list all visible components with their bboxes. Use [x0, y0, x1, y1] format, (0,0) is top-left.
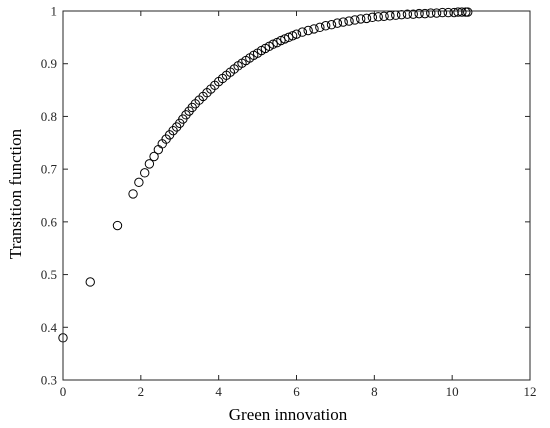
x-tick-label: 4 — [215, 384, 222, 399]
data-point — [443, 7, 453, 18]
data-point — [453, 7, 463, 17]
data-point — [291, 29, 302, 39]
data-point — [408, 9, 418, 19]
data-point — [463, 7, 473, 17]
data-point — [449, 7, 459, 18]
data-point — [315, 22, 325, 33]
data-point — [356, 14, 366, 24]
y-tick-label: 0.8 — [41, 109, 57, 124]
y-tick-label: 0.9 — [41, 56, 57, 71]
data-point — [457, 7, 467, 17]
data-point — [85, 277, 95, 287]
data-points — [58, 7, 473, 343]
data-point — [350, 15, 360, 25]
data-point — [140, 168, 150, 178]
data-point — [361, 13, 372, 24]
data-point — [437, 7, 448, 18]
data-point — [134, 177, 144, 188]
data-point — [414, 8, 424, 19]
data-point — [396, 9, 407, 20]
data-point — [149, 151, 159, 162]
y-tick-label: 0.7 — [41, 162, 58, 177]
plot-frame — [62, 10, 531, 381]
plot-background — [63, 11, 530, 380]
x-tick-label: 10 — [446, 384, 459, 399]
x-axis-label: Green innovation — [229, 405, 348, 424]
x-tick-label: 2 — [138, 384, 145, 399]
x-tick-label: 12 — [524, 384, 537, 399]
data-point — [426, 8, 436, 18]
data-point — [344, 16, 354, 26]
data-point — [326, 20, 337, 30]
data-point — [144, 159, 155, 169]
x-tick-label: 8 — [371, 384, 378, 399]
data-point — [431, 8, 442, 18]
axis-ticks: 0 2 4 6 8 10 12 0.3 0.4 0.5 0.6 0.7 0.8 0.9 1 — [41, 4, 537, 400]
data-point — [420, 8, 430, 19]
y-tick-label: 1 — [51, 4, 58, 19]
data-point — [379, 11, 389, 21]
data-point — [309, 24, 319, 34]
data-point — [385, 11, 395, 21]
y-axis-label: Transition function — [6, 128, 25, 259]
data-point — [402, 9, 413, 19]
data-point — [320, 21, 331, 31]
x-tick-label: 0 — [60, 384, 67, 399]
data-point — [338, 17, 348, 27]
y-tick-label: 0.3 — [41, 373, 57, 388]
data-point — [367, 12, 378, 23]
data-point — [303, 25, 313, 36]
y-tick-label: 0.6 — [41, 214, 58, 229]
data-point — [128, 189, 138, 199]
data-point — [373, 12, 383, 22]
y-tick-label: 0.5 — [41, 267, 57, 282]
x-tick-label: 6 — [293, 384, 300, 399]
data-point — [332, 18, 343, 28]
y-tick-label: 0.4 — [41, 320, 58, 335]
data-point — [112, 220, 123, 231]
data-point — [297, 27, 308, 37]
